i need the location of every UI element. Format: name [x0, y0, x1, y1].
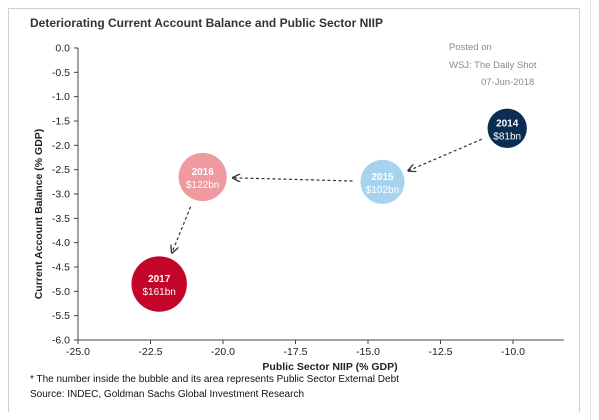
- x-tick-label: -25.0: [66, 346, 90, 358]
- source-note: Source: INDEC, Goldman Sachs Global Inve…: [30, 389, 305, 400]
- x-tick-label: -15.0: [356, 346, 380, 358]
- y-tick-label: -5.0: [52, 286, 70, 298]
- y-tick-label: -3.5: [52, 213, 70, 225]
- watermark-line-2: WSJ: The Daily Shot: [449, 60, 537, 71]
- page-divider: [590, 0, 591, 420]
- chart-frame: [8, 8, 580, 412]
- trend-arrows: [172, 138, 483, 253]
- bubble-series: 2014 $81bn 2015 $102bn 2016 $122bn 2017 $161bn: [131, 108, 527, 312]
- bubble-value-label: $102bn: [366, 185, 399, 196]
- bubble-year-label: 2015: [371, 172, 394, 183]
- bubble-year-label: 2014: [496, 118, 519, 129]
- bubble-value-label: $81bn: [493, 131, 521, 142]
- x-tick-label: -17.5: [284, 346, 308, 358]
- y-axis-title: Current Account Balance (% GDP): [33, 129, 45, 300]
- arrow-2014-to-2015: [408, 138, 483, 171]
- watermark-line-3: 07-Jun-2018: [481, 77, 535, 88]
- bubble-value-label: $122bn: [186, 180, 219, 191]
- y-tick-label: -1.5: [52, 116, 70, 128]
- y-tick-label: 0.0: [55, 43, 70, 55]
- x-tick-label: -20.0: [211, 346, 235, 358]
- y-tick-label: -6.0: [52, 335, 70, 347]
- arrow-2016-to-2017: [172, 206, 192, 253]
- bubble-2015: [360, 159, 405, 204]
- bubble-year-label: 2017: [148, 274, 171, 285]
- y-tick-label: -0.5: [52, 67, 70, 79]
- x-tick-label: -22.5: [139, 346, 163, 358]
- bubble-2016: [178, 152, 227, 202]
- chart-axes: 0.0 -0.5 -1.0 -1.5 -2.0 -2.5 -3.0 -3.5 -4.0 -4.5 -…: [52, 43, 564, 358]
- chart-title: Deteriorating Current Account Balance an…: [30, 16, 383, 30]
- y-tick-label: -5.5: [52, 310, 70, 322]
- y-tick-label: -4.5: [52, 262, 70, 274]
- y-tick-label: -1.0: [52, 91, 70, 103]
- bubble-value-label: $161bn: [143, 287, 176, 298]
- y-tick-label: -2.0: [52, 140, 70, 152]
- y-tick-label: -3.0: [52, 189, 70, 201]
- bubble-2014: [487, 108, 527, 148]
- arrow-2015-to-2016: [233, 178, 353, 181]
- x-axis-title: Public Sector NIIP (% GDP): [262, 361, 397, 373]
- x-tick-label: -12.5: [429, 346, 453, 358]
- y-tick-label: -2.5: [52, 164, 70, 176]
- bubble-2017: [131, 256, 187, 312]
- watermark-line-1: Posted on: [449, 42, 492, 53]
- bubble-year-label: 2016: [192, 167, 215, 178]
- y-tick-label: -4.0: [52, 237, 70, 249]
- x-tick-label: -10.0: [501, 346, 525, 358]
- footnote: * The number inside the bubble and its a…: [30, 374, 399, 385]
